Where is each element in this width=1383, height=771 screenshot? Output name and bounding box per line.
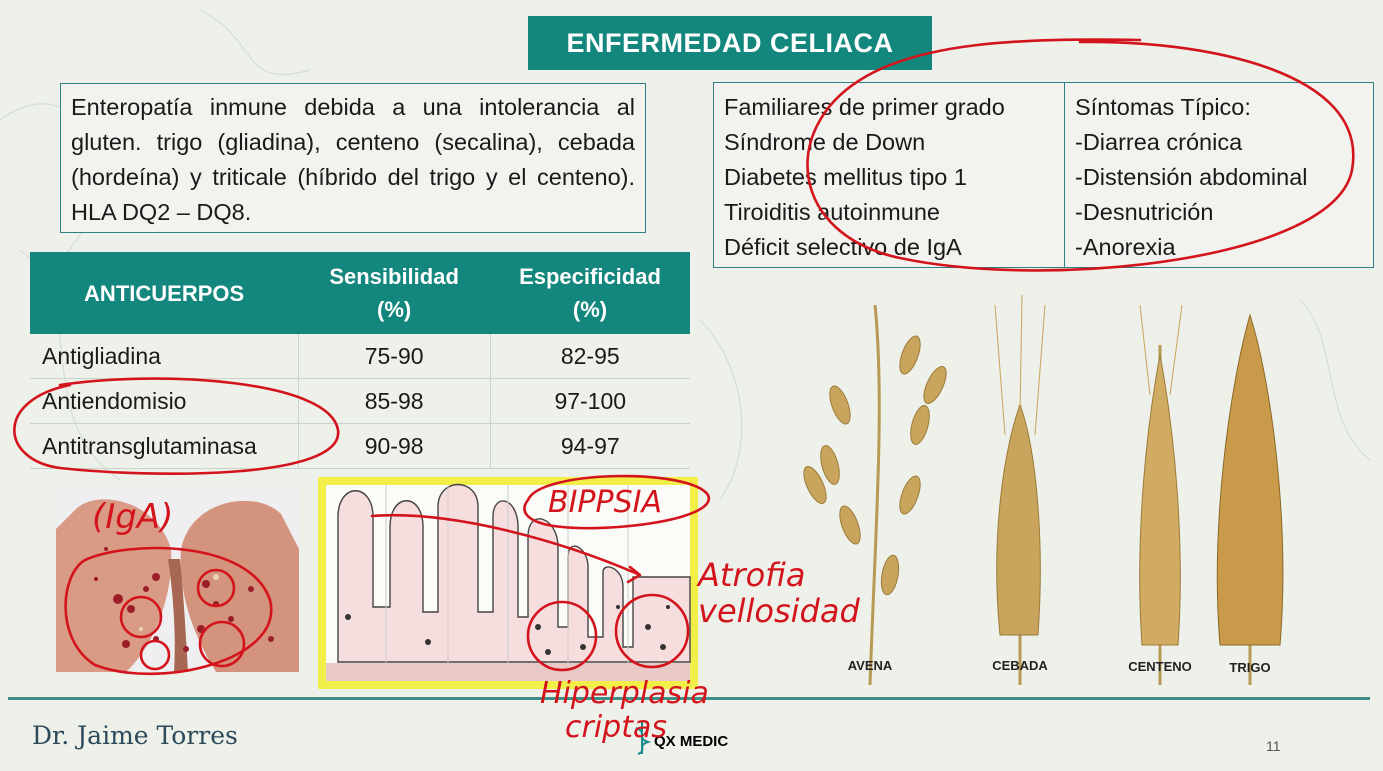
symptom-item: -Desnutrición <box>1075 199 1214 225</box>
slide-title: ENFERMEDAD CELIACA <box>528 16 932 70</box>
header-specificity: Especificidad (%) <box>490 252 690 334</box>
sensitivity-value: 90-98 <box>298 423 491 469</box>
sensitivity-value: 85-98 <box>298 378 491 424</box>
header-antibodies: ANTICUERPOS <box>30 252 299 334</box>
dermatitis-photo <box>56 489 299 672</box>
risk-group-item: Diabetes mellitus tipo 1 <box>724 164 967 190</box>
villi-illustration <box>326 483 691 681</box>
footer-divider <box>8 697 1370 700</box>
table-row: Antitransglutaminasa 90-98 94-97 <box>30 423 690 469</box>
risk-groups-column: Familiares de primer grado Síndrome de D… <box>714 83 1065 267</box>
specificity-value: 94-97 <box>490 423 690 469</box>
risk-group-item: Tiroiditis autoinmune <box>724 199 940 225</box>
qx-medic-logo: QX MEDIC <box>630 718 740 763</box>
antibody-name: Antiendomisio <box>30 378 299 424</box>
risk-symptom-box: Familiares de primer grado Síndrome de D… <box>713 82 1374 268</box>
symptom-heading: Síntomas Típico: <box>1075 94 1251 120</box>
avena-plant <box>803 304 947 685</box>
cebada-plant <box>994 294 1046 685</box>
grain-label: CENTENO <box>1128 659 1192 674</box>
symptom-item: -Diarrea crónica <box>1075 129 1243 155</box>
specificity-value: 97-100 <box>490 378 690 424</box>
symptom-item: -Anorexia <box>1075 234 1176 260</box>
caduceus-icon: QX MEDIC <box>635 722 728 755</box>
header-sensitivity: Sensibilidad (%) <box>298 252 491 334</box>
symptom-item: -Distensión abdominal <box>1075 164 1308 190</box>
risk-group-item: Síndrome de Down <box>724 129 926 155</box>
risk-group-item: Déficit selectivo de IgA <box>724 234 962 260</box>
grain-label: AVENA <box>848 658 893 673</box>
sensitivity-value: 75-90 <box>298 334 491 379</box>
table-row: Antigliadina 75-90 82-95 <box>30 334 690 379</box>
specificity-value: 82-95 <box>490 334 690 379</box>
definition-box: Enteropatía inmune debida a una intolera… <box>60 83 646 233</box>
trigo-plant <box>1216 313 1284 685</box>
page-number: 11 <box>1266 738 1281 754</box>
grain-label: CEBADA <box>992 658 1048 673</box>
table-header-row: ANTICUERPOS Sensibilidad (%) Especificid… <box>30 252 690 334</box>
risk-group-item: Familiares de primer grado <box>724 94 1005 120</box>
table-row: Antiendomisio 85-98 97-100 <box>30 378 690 424</box>
antibody-table: ANTICUERPOS Sensibilidad (%) Especificid… <box>30 252 690 469</box>
symptoms-column: Síntomas Típico: -Diarrea crónica -Diste… <box>1065 83 1373 267</box>
biopsy-diagram <box>318 477 698 689</box>
author-name: Dr. Jaime Torres <box>32 721 238 750</box>
antibody-name: Antigliadina <box>30 334 299 379</box>
antibody-name: Antitransglutaminasa <box>30 423 299 469</box>
grain-label: TRIGO <box>1229 660 1270 675</box>
grains-illustration: AVENA CEBADA CENTENO TRIGO <box>803 294 1284 685</box>
centeno-plant <box>1139 304 1183 685</box>
logo-text: QX MEDIC <box>654 733 728 750</box>
